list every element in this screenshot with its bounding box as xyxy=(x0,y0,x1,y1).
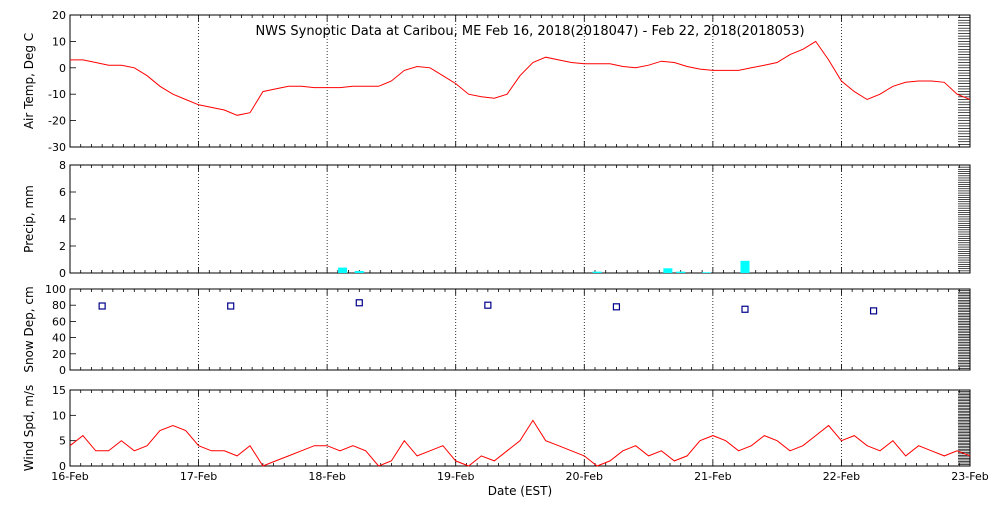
x-tick-label: 20-Feb xyxy=(566,470,603,483)
wind-speed-series-line xyxy=(69,419,971,467)
precip-bar xyxy=(354,270,364,273)
y-axis-title: Snow Dep, cm xyxy=(22,286,36,372)
y-tick-label: 10 xyxy=(52,35,66,48)
precip-bar xyxy=(676,271,686,273)
y-tick-label: 8 xyxy=(59,159,66,172)
panel-snow-depth: 0 20 40 60 80 100 Snow Dep, cm xyxy=(22,283,971,377)
snow-depth-point xyxy=(484,301,492,309)
panel-precip: 0 2 4 6 8 Precip, mm xyxy=(22,159,971,280)
precip-bar xyxy=(338,267,348,273)
x-tick-label: 21-Feb xyxy=(694,470,731,483)
y-tick-label: 20 xyxy=(52,9,66,22)
precip-bar xyxy=(592,271,602,273)
y-tick-label: 40 xyxy=(52,332,66,345)
y-axis-title: Air Temp, Deg C xyxy=(22,33,36,129)
panel-frame xyxy=(69,288,971,371)
precip-bar xyxy=(701,272,711,273)
y-tick-label: 0 xyxy=(59,460,66,473)
y-tick-label: 0 xyxy=(59,267,66,280)
snow-depth-point xyxy=(612,303,621,311)
y-axis-title: Precip, mm xyxy=(22,185,36,253)
y-axis-title: Wind Spd, m/s xyxy=(22,385,36,471)
snow-depth-point xyxy=(869,307,878,315)
y-tick-label: 5 xyxy=(59,435,66,448)
y-tick-label: 10 xyxy=(52,409,66,422)
x-tick-label: 22-Feb xyxy=(823,470,860,483)
snow-depth-point xyxy=(98,302,106,310)
y-tick-label: 4 xyxy=(59,213,66,226)
y-tick-label: 100 xyxy=(45,283,66,296)
chart-title: NWS Synoptic Data at Caribou, ME Feb 16,… xyxy=(255,24,804,39)
y-tick-label: 2 xyxy=(59,240,66,253)
x-axis-title: Date (EST) xyxy=(488,484,552,498)
panel-air-temp: -30 -20 -10 0 10 20 Air Temp, Deg C xyxy=(22,9,971,154)
snow-depth-point xyxy=(355,299,363,307)
x-tick-label: 23-Feb xyxy=(951,470,988,483)
air-temp-series-line xyxy=(70,40,971,116)
snow-depth-point xyxy=(227,302,235,310)
precip-bar xyxy=(740,260,750,273)
x-tick-label: 16-Feb xyxy=(51,470,88,483)
y-tick-label: 15 xyxy=(52,384,66,397)
y-tick-label: -30 xyxy=(48,141,66,154)
panel-wind-speed: 0 5 10 15 Wind Spd, m/s xyxy=(22,384,971,473)
y-tick-label: 0 xyxy=(59,364,66,377)
precip-bar xyxy=(663,268,673,273)
panel-frame xyxy=(69,164,971,274)
y-tick-label: 80 xyxy=(52,299,66,312)
panels-layer: -30 -20 -10 0 10 20 Air Temp, Deg C 0 2 4 6 8 Precip… xyxy=(22,9,989,483)
x-tick-label: 17-Feb xyxy=(180,470,217,483)
x-tick-label: 19-Feb xyxy=(437,470,474,483)
y-tick-label: -20 xyxy=(48,115,66,128)
snow-depth-point xyxy=(741,305,749,313)
y-tick-label: 0 xyxy=(59,62,66,75)
x-tick-label: 18-Feb xyxy=(308,470,345,483)
y-tick-label: -10 xyxy=(48,88,66,101)
y-tick-label: 20 xyxy=(52,348,66,361)
y-tick-label: 60 xyxy=(52,315,66,328)
y-tick-label: 6 xyxy=(59,186,66,199)
panel-frame xyxy=(69,389,971,467)
